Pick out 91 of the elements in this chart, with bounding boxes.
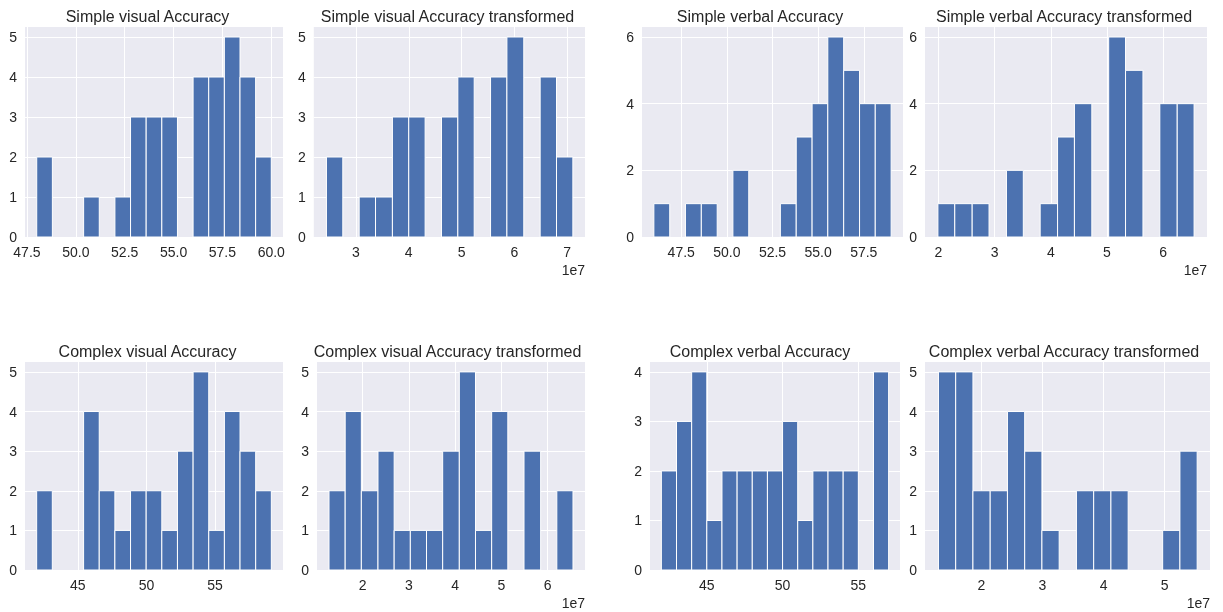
y-tick-label: 1 [301,522,310,539]
x-tick-label: 55.0 [804,244,832,260]
y-tick-label: 4 [9,403,18,420]
y-tick-label: 4 [909,95,918,112]
chart-title: Simple verbal Accuracy [676,7,844,25]
x-tick-label: 2 [977,577,986,593]
y-tick-label: 1 [634,512,643,529]
text: 1e7 [561,595,586,611]
y-tick-label: 2 [301,482,310,499]
y-tick-label: 2 [909,482,918,499]
x-tick-label: 47.5 [13,244,41,260]
y-tick-label: 4 [9,69,18,85]
y-tick-label: 3 [9,109,18,125]
x-tick-label: 5 [1160,577,1169,593]
y-tick-label: 3 [9,443,18,460]
x-tick-label: 50.0 [62,244,90,260]
x-tick-label: 4 [404,244,413,260]
y-tick-label: 4 [626,95,635,112]
x-tick-label: 6 [1159,244,1168,260]
y-tick-label: 6 [626,29,635,45]
y-tick-label: 1 [909,522,918,539]
chart-title: Complex visual Accuracy transformed [313,342,582,360]
x-tick-label: 2 [358,577,367,593]
x-tick-label: 52.5 [111,244,139,260]
x-tick-label: 52.5 [758,244,787,260]
x-tick-label: 55 [850,577,867,593]
y-tick-label: 3 [634,413,643,430]
y-tick-label: 4 [297,69,306,85]
text: 1e7 [1186,595,1211,611]
x-tick-label: 5 [457,244,466,260]
x-tick-label: 55.0 [159,244,188,260]
x-tick-label: 50 [138,577,155,593]
y-tick-label: 4 [634,363,643,380]
x-tick-label: 57.5 [850,244,878,260]
chart-title: Complex verbal Accuracy [669,342,851,360]
y-tick-label: 0 [626,229,635,245]
y-tick-label: 0 [9,229,18,245]
y-tick-label: 4 [909,403,918,420]
x-tick-label: 4 [1099,577,1108,593]
x-tick-label: 55 [207,577,224,593]
y-tick-label: 3 [909,443,918,460]
chart-title: Simple visual Accuracy transformed [320,7,575,25]
y-tick-label: 5 [909,363,918,380]
x-tick-label: 45 [699,577,715,593]
y-tick-label: 0 [9,562,18,578]
x-tick-label: 7 [563,244,572,260]
y-tick-label: 1 [9,522,18,539]
y-tick-label: 5 [301,363,310,380]
x-tick-label: 3 [405,577,414,593]
x-tick-label: 3 [990,244,999,260]
y-tick-label: 6 [909,29,918,45]
y-tick-label: 0 [301,562,310,578]
y-tick-label: 2 [909,162,918,179]
y-tick-label: 2 [9,482,18,499]
y-tick-label: 2 [626,162,635,179]
y-tick-label: 1 [297,189,306,205]
y-tick-label: 2 [9,149,18,165]
y-tick-label: 1 [9,189,18,205]
y-tick-label: 3 [301,443,310,460]
x-tick-label: 5 [497,577,506,593]
x-tick-label: 50 [774,577,791,593]
x-tick-label: 47.5 [667,244,696,260]
y-tick-label: 2 [297,149,306,165]
x-tick-label: 3 [1038,577,1047,593]
x-tick-label: 57.5 [208,244,237,260]
y-tick-label: 0 [634,562,643,578]
y-tick-label: 0 [909,562,918,578]
x-tick-label: 50.0 [713,244,741,260]
x-tick-label: 5 [1103,244,1112,260]
y-tick-label: 5 [297,29,306,45]
y-tick-label: 3 [297,109,306,125]
x-tick-label: 4 [451,577,460,593]
chart-title: Complex verbal Accuracy transformed [928,342,1200,360]
y-tick-label: 5 [9,363,18,380]
y-tick-label: 2 [634,462,643,479]
y-tick-label: 0 [909,229,918,245]
y-tick-label: 5 [9,29,18,45]
y-tick-label: 0 [297,229,306,245]
x-tick-label: 6 [543,577,552,593]
x-tick-label: 45 [70,577,86,593]
chart-title: Simple verbal Accuracy transformed [935,7,1193,25]
x-tick-label: 2 [934,244,943,260]
chart-title: Simple visual Accuracy [65,7,230,25]
chart-title: Complex visual Accuracy [58,342,237,360]
x-tick-label: 60.0 [257,244,286,260]
text: 1e7 [561,262,586,278]
y-tick-label: 4 [301,403,310,420]
x-tick-label: 4 [1046,244,1055,260]
text: 1e7 [1183,262,1208,278]
x-tick-label: 6 [510,244,519,260]
x-tick-label: 3 [352,244,361,260]
